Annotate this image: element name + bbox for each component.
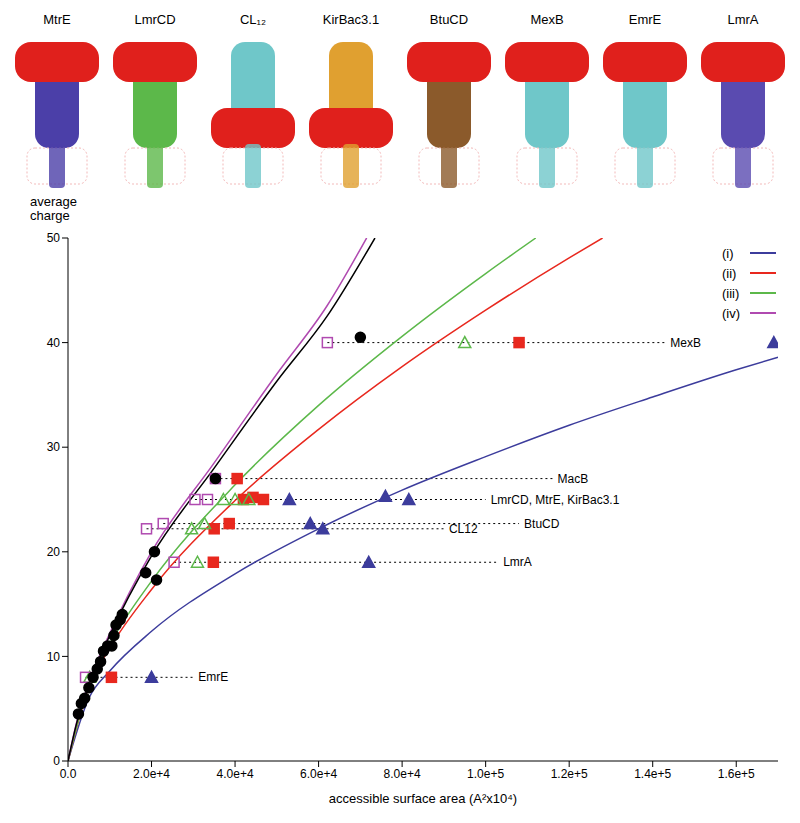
svg-text:BtuCD: BtuCD bbox=[430, 12, 468, 27]
svg-text:LmrCD, MtrE, KirBac3.1: LmrCD, MtrE, KirBac3.1 bbox=[491, 493, 620, 507]
svg-text:20: 20 bbox=[47, 545, 61, 559]
svg-text:EmrE: EmrE bbox=[198, 670, 228, 684]
svg-text:30: 30 bbox=[47, 440, 61, 454]
html-text:(iv): (iv) bbox=[722, 305, 740, 321]
html-text:average charge: average charge bbox=[30, 194, 77, 223]
svg-text:2.0e+4: 2.0e+4 bbox=[133, 767, 170, 781]
svg-text:accessible surface area (A²x10: accessible surface area (A²x10⁴) bbox=[329, 791, 517, 806]
svg-text:1.6e+5: 1.6e+5 bbox=[718, 767, 755, 781]
html-text:(iii): (iii) bbox=[722, 285, 740, 301]
html-text:(ii): (ii) bbox=[722, 265, 737, 281]
svg-text:CL12: CL12 bbox=[449, 522, 478, 536]
svg-text:MexB: MexB bbox=[530, 12, 563, 27]
svg-text:MtrE: MtrE bbox=[43, 12, 71, 27]
svg-text:0: 0 bbox=[53, 754, 60, 768]
html-text:(i): (i) bbox=[722, 245, 734, 261]
svg-text:EmrE: EmrE bbox=[629, 12, 662, 27]
svg-text:40: 40 bbox=[47, 336, 61, 350]
svg-text:CL₁₂: CL₁₂ bbox=[240, 12, 266, 27]
svg-text:BtuCD: BtuCD bbox=[524, 517, 560, 531]
svg-text:8.0e+4: 8.0e+4 bbox=[384, 767, 421, 781]
svg-text:50: 50 bbox=[47, 231, 61, 245]
svg-text:KirBac3.1: KirBac3.1 bbox=[323, 12, 379, 27]
svg-text:6.0e+4: 6.0e+4 bbox=[300, 767, 337, 781]
svg-text:MacB: MacB bbox=[557, 472, 588, 486]
svg-text:LmrA: LmrA bbox=[727, 12, 758, 27]
svg-text:0.0: 0.0 bbox=[60, 767, 77, 781]
svg-text:1.2e+5: 1.2e+5 bbox=[551, 767, 588, 781]
svg-text:1.0e+5: 1.0e+5 bbox=[467, 767, 504, 781]
svg-text:MexB: MexB bbox=[670, 336, 701, 350]
svg-text:LmrA: LmrA bbox=[503, 555, 532, 569]
svg-text:10: 10 bbox=[47, 650, 61, 664]
svg-text:LmrCD: LmrCD bbox=[134, 12, 175, 27]
svg-text:1.4e+5: 1.4e+5 bbox=[634, 767, 671, 781]
svg-text:4.0e+4: 4.0e+4 bbox=[217, 767, 254, 781]
